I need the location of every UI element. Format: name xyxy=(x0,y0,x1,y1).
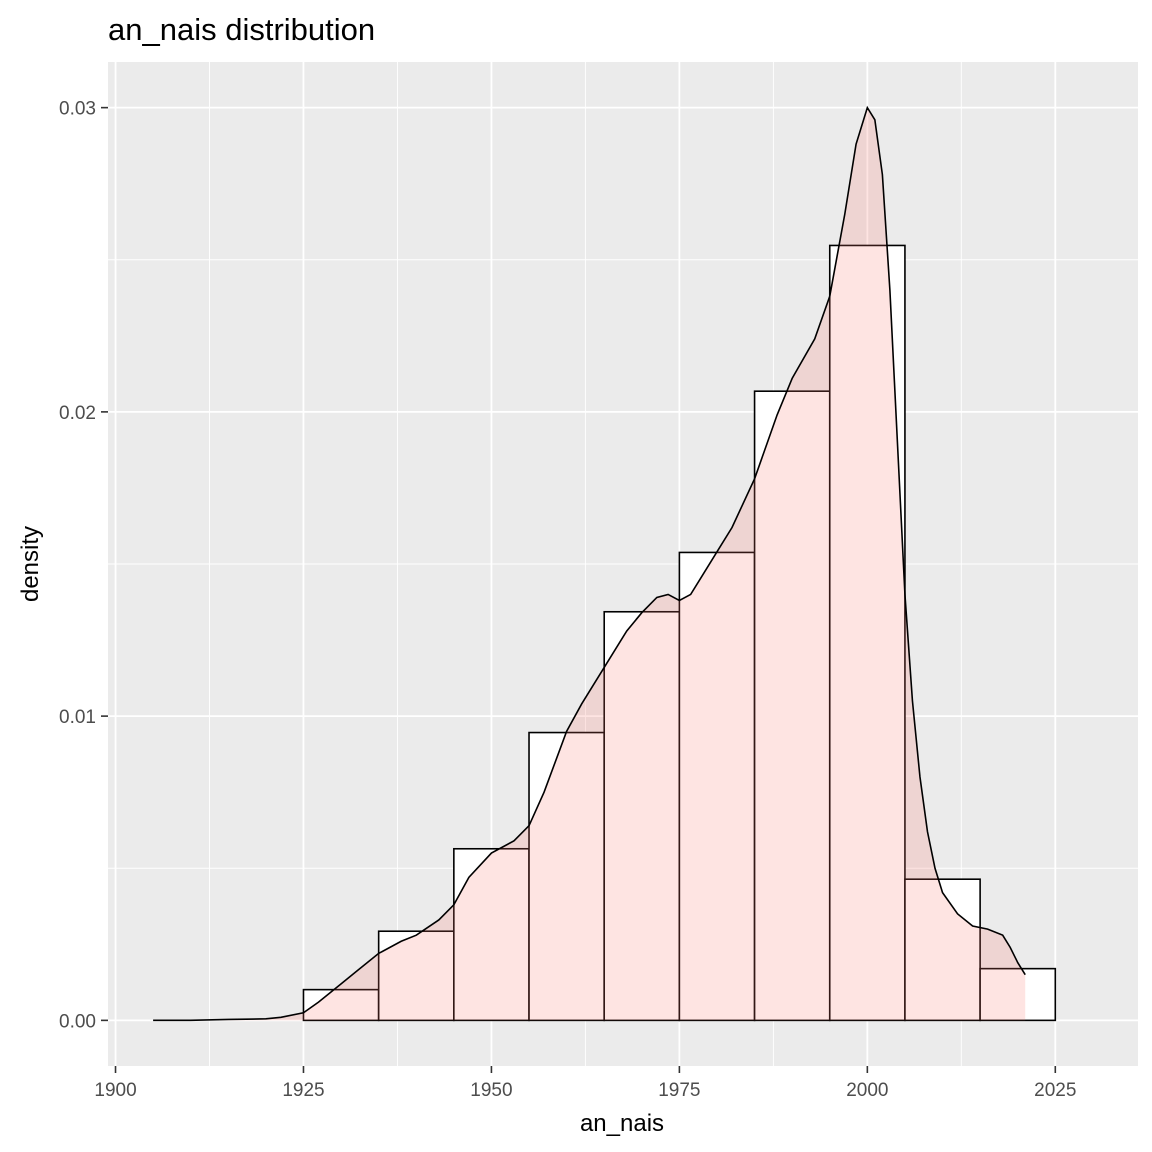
x-tick-label: 2000 xyxy=(846,1080,888,1101)
x-axis-title: an_nais xyxy=(580,1110,664,1137)
x-tick-label: 1925 xyxy=(282,1080,324,1101)
y-axis-ticks: 0.00 0.01 0.02 0.03 xyxy=(59,99,108,1032)
histogram-bar xyxy=(302,988,380,1022)
density-layer xyxy=(153,105,1026,1022)
y-tick-label: 0.02 xyxy=(59,403,96,424)
y-axis-title: density xyxy=(17,526,44,602)
density-line xyxy=(153,105,1026,1022)
histogram-bars xyxy=(302,244,1057,1022)
histogram-bar xyxy=(453,847,530,1022)
chart-title: an_nais distribution xyxy=(108,12,375,47)
y-tick-label: 0.00 xyxy=(59,1011,96,1032)
histogram-bar xyxy=(753,390,831,1022)
histogram-bar xyxy=(678,551,756,1022)
histogram-bar xyxy=(828,244,906,1022)
x-tick-label: 1975 xyxy=(658,1080,700,1101)
histogram-bar xyxy=(979,967,1057,1022)
x-tick-label: 2025 xyxy=(1034,1080,1076,1101)
x-tick-label: 1950 xyxy=(470,1080,512,1101)
y-tick-label: 0.03 xyxy=(59,99,96,120)
x-axis-ticks: 1900 1925 1950 1975 2000 2025 xyxy=(94,1066,1076,1101)
histogram-bar xyxy=(904,878,981,1022)
x-tick-label: 1900 xyxy=(94,1080,136,1101)
y-tick-label: 0.01 xyxy=(59,707,96,728)
density-area xyxy=(153,107,1026,1021)
